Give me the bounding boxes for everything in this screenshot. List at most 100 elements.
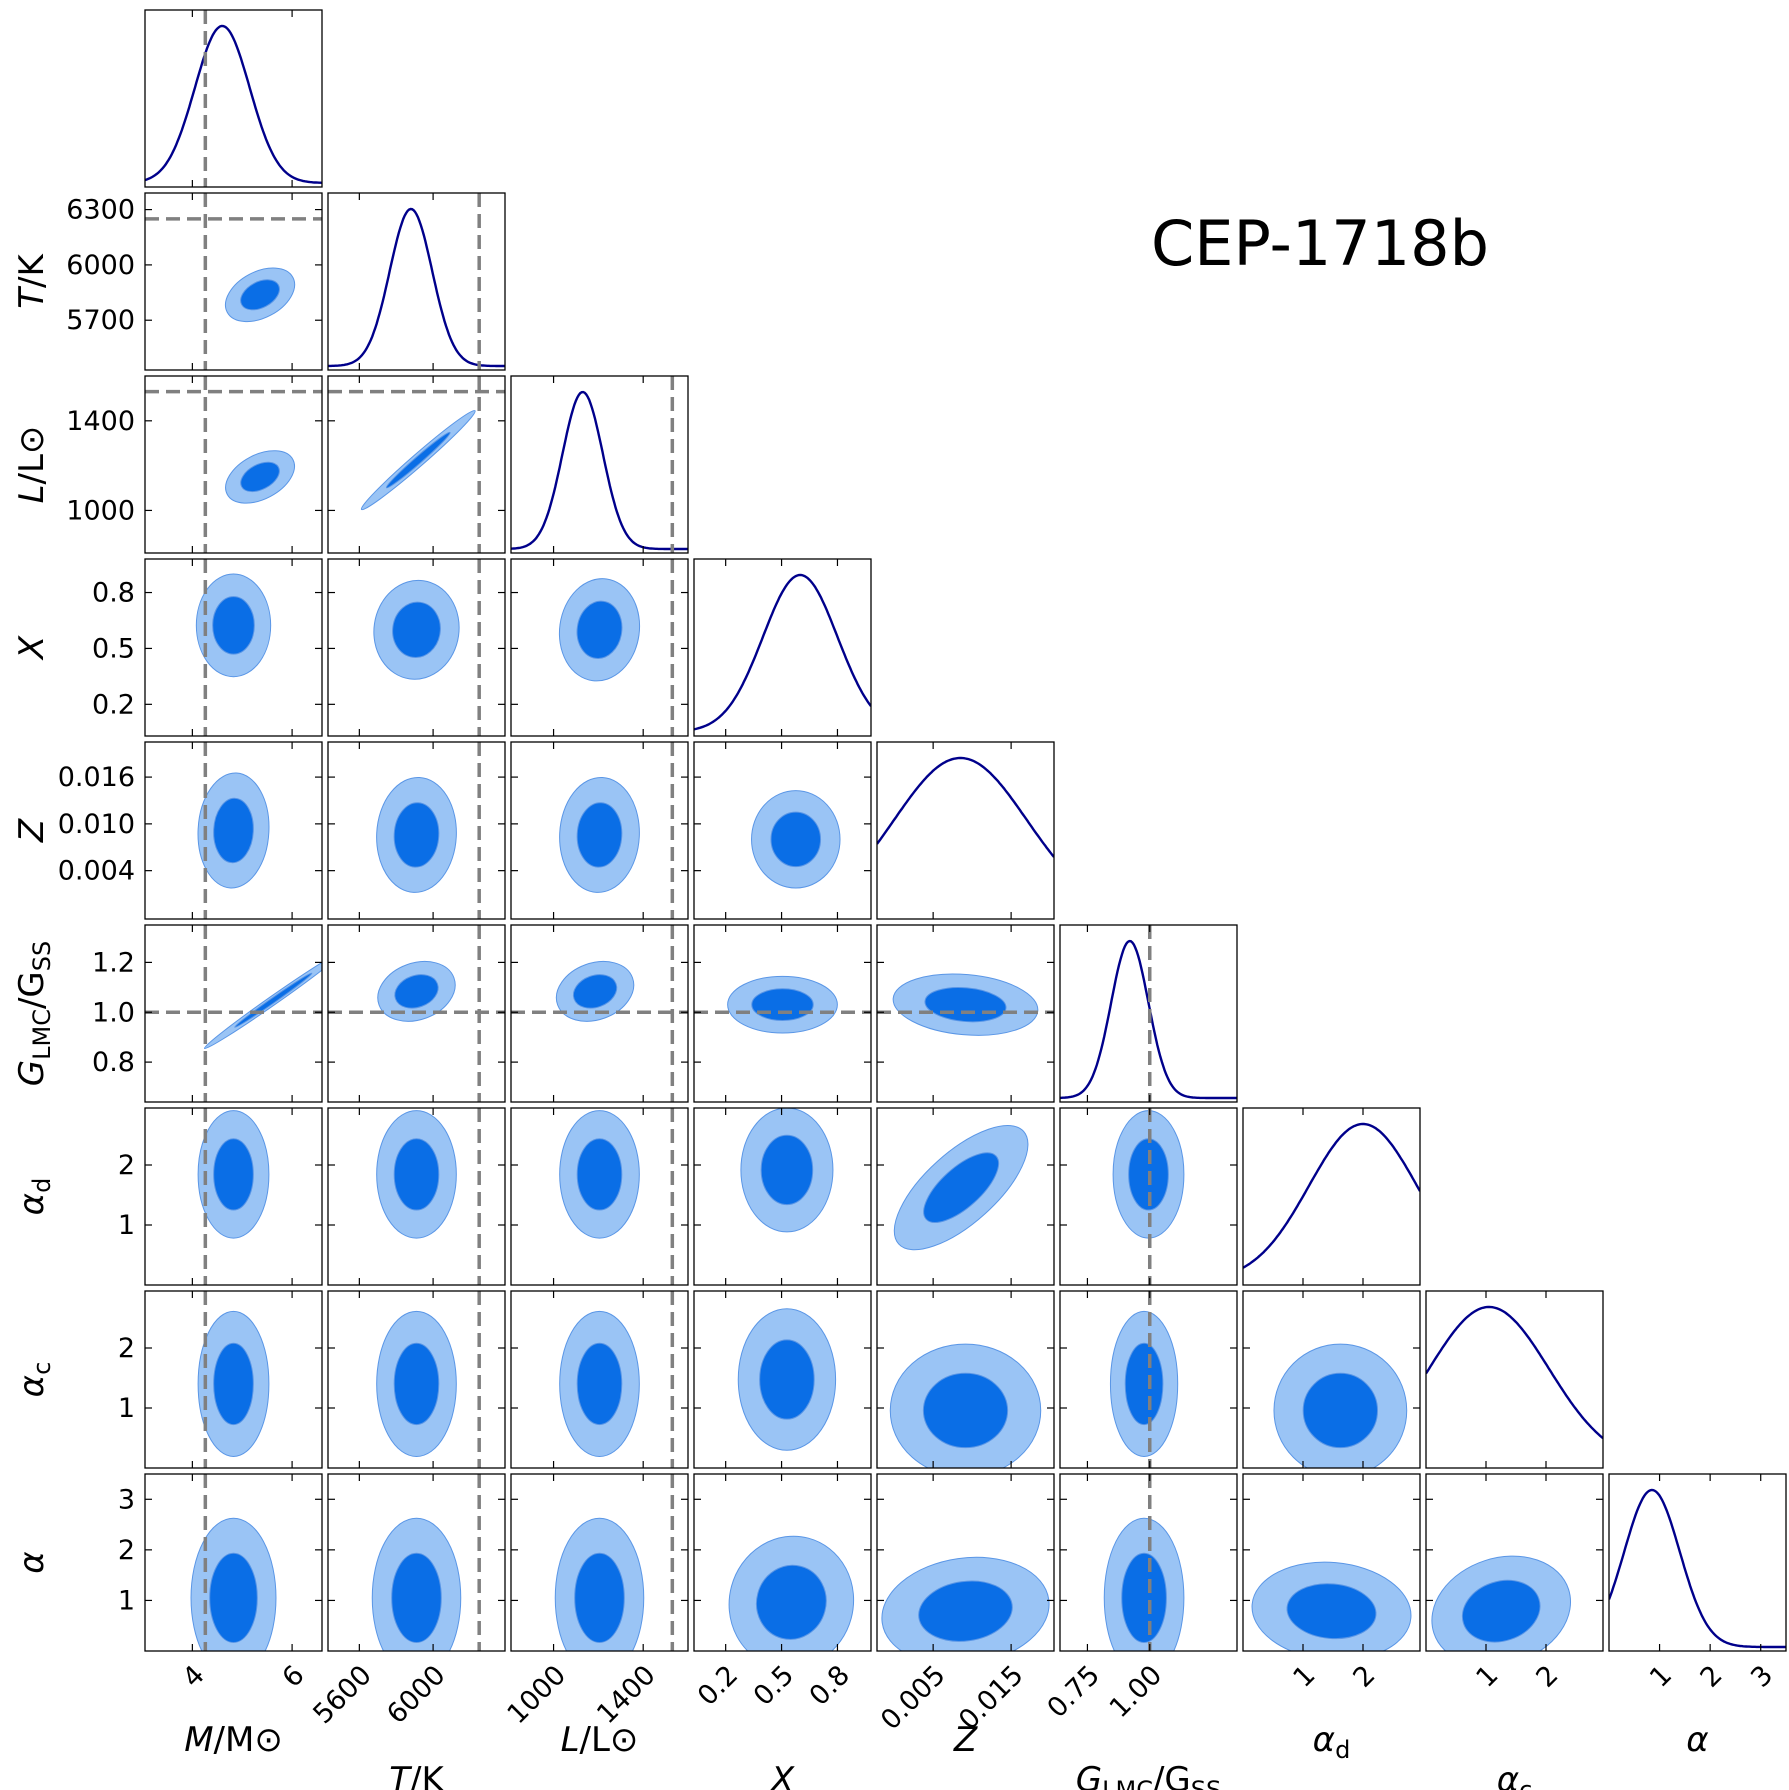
panel-ac-vs-L xyxy=(510,1290,689,1469)
panel-frame xyxy=(144,558,323,737)
panel-ad-vs-ad xyxy=(1242,1107,1421,1286)
marginal-curve-M xyxy=(145,24,322,184)
y-tick-label-T: 5700 xyxy=(66,305,135,336)
panel-ad-vs-X xyxy=(693,1107,872,1286)
contour-68-a-vs-L xyxy=(574,1552,625,1644)
panel-frame xyxy=(876,1290,1055,1469)
panel-frame xyxy=(876,1473,1055,1652)
contour-68-T-vs-M xyxy=(240,279,280,311)
x-axis-label-X: X xyxy=(769,1760,795,1790)
panel-frame xyxy=(1242,1473,1421,1652)
x-tick-label-T: 6000 xyxy=(381,1660,452,1731)
panel-M-vs-M xyxy=(144,9,323,188)
contour-68-ac-vs-ad xyxy=(1302,1372,1379,1449)
panel-frame xyxy=(144,1290,323,1469)
marginal-curve-ac xyxy=(1426,1305,1603,1440)
panel-frame xyxy=(1425,1290,1604,1469)
x-axis-label-M: M/M⊙ xyxy=(184,1720,283,1760)
marginal-curve-ad xyxy=(1243,1122,1420,1269)
panel-X-vs-L xyxy=(510,558,689,737)
x-tick-label-X: 0.8 xyxy=(804,1660,856,1712)
panel-ac-vs-ad xyxy=(1242,1290,1421,1469)
panel-frame xyxy=(1242,1290,1421,1469)
x-tick-label-a: 3 xyxy=(1745,1660,1779,1694)
panel-frame xyxy=(693,558,872,737)
y-tick-label-X: 0.5 xyxy=(92,633,135,664)
y-tick-label-X: 0.2 xyxy=(92,689,135,720)
y-tick-label-a: 1 xyxy=(118,1585,135,1616)
contour-68-G-vs-M xyxy=(234,972,313,1028)
panel-frame xyxy=(327,1107,506,1286)
contour-68-a-vs-Z xyxy=(918,1580,1013,1642)
contour-68-X-vs-T xyxy=(392,601,441,658)
panel-frame xyxy=(510,924,689,1103)
panel-frame xyxy=(510,741,689,920)
panel-frame xyxy=(693,1107,872,1286)
panels: 570060006300T/K10001400L/L⊙0.20.50.8X0.0… xyxy=(12,9,1787,1790)
marginal-curve-Z xyxy=(877,756,1054,858)
panel-frame xyxy=(144,1473,323,1652)
panel-frame xyxy=(144,741,323,920)
x-axis-label-ad: αd xyxy=(1313,1720,1351,1764)
panel-a-vs-ad: 1 2 αd xyxy=(1242,1473,1421,1764)
contour-68-Z-vs-X xyxy=(770,811,822,868)
panel-frame xyxy=(327,1473,506,1652)
y-tick-label-Z: 0.016 xyxy=(58,762,135,793)
panel-Z-vs-T xyxy=(327,741,506,920)
contour-68-a-vs-X xyxy=(755,1564,827,1640)
x-tick-label-ac: 2 xyxy=(1530,1660,1564,1694)
y-axis-label-a: α xyxy=(12,1551,52,1573)
contour-68-Z-vs-T xyxy=(393,802,440,868)
panel-L-vs-L xyxy=(510,375,689,554)
panel-frame xyxy=(327,741,506,920)
panel-frame xyxy=(693,1473,872,1652)
contour-68-a-vs-ac xyxy=(1461,1579,1541,1643)
panel-T-vs-M: 5700 6000 6300 T/K xyxy=(12,192,323,371)
y-axis-label-T: T/K xyxy=(12,253,52,309)
x-tick-label-a: 1 xyxy=(1644,1660,1678,1694)
contour-68-L-vs-M xyxy=(240,461,280,493)
panel-frame xyxy=(327,192,506,371)
panel-frame xyxy=(1425,1473,1604,1652)
y-tick-label-X: 0.8 xyxy=(92,578,135,609)
x-tick-label-ac: 1 xyxy=(1470,1660,1504,1694)
x-tick-label-X: 0.2 xyxy=(692,1660,744,1712)
panel-ac-vs-T xyxy=(327,1290,506,1469)
x-axis-label-Z: Z xyxy=(953,1720,978,1760)
y-tick-label-T: 6000 xyxy=(66,250,135,281)
contour-68-G-vs-X xyxy=(751,988,814,1022)
contour-68-ad-vs-T xyxy=(393,1138,440,1211)
contour-68-a-vs-M xyxy=(209,1552,258,1644)
panel-ac-vs-M: 1 2 αc xyxy=(12,1290,323,1469)
panel-frame xyxy=(693,1290,872,1469)
panel-X-vs-T xyxy=(327,558,506,737)
panel-a-vs-a: 1 2 3 α xyxy=(1608,1473,1787,1760)
panel-G-vs-G xyxy=(1059,924,1238,1103)
panel-ad-vs-L xyxy=(510,1107,689,1286)
panel-G-vs-Z xyxy=(876,924,1055,1103)
panel-frame xyxy=(876,1107,1055,1286)
panel-frame xyxy=(1059,1473,1238,1652)
x-axis-label-a: α xyxy=(1686,1720,1708,1760)
contour-68-a-vs-ad xyxy=(1286,1583,1377,1640)
panel-ac-vs-X xyxy=(693,1290,872,1469)
chart-title: CEP-1718b xyxy=(1151,207,1489,280)
panel-ad-vs-G xyxy=(1059,1107,1238,1286)
panel-a-vs-ac: 1 2 αc xyxy=(1425,1473,1604,1790)
x-tick-label-X: 0.5 xyxy=(748,1660,800,1712)
panel-frame xyxy=(327,1290,506,1469)
contour-68-a-vs-G xyxy=(1121,1552,1167,1644)
panel-frame xyxy=(510,1107,689,1286)
x-tick-label-Z: 0.005 xyxy=(875,1660,952,1737)
contour-68-Z-vs-M xyxy=(213,797,254,864)
y-tick-label-L: 1400 xyxy=(66,406,135,437)
panel-frame xyxy=(510,1473,689,1652)
panel-a-vs-M: 4 6 M/M⊙ 1 2 3 α xyxy=(12,1473,323,1760)
panel-frame xyxy=(693,924,872,1103)
panel-frame xyxy=(693,741,872,920)
panel-ac-vs-Z xyxy=(876,1290,1055,1469)
contour-68-ac-vs-Z xyxy=(922,1372,1009,1449)
